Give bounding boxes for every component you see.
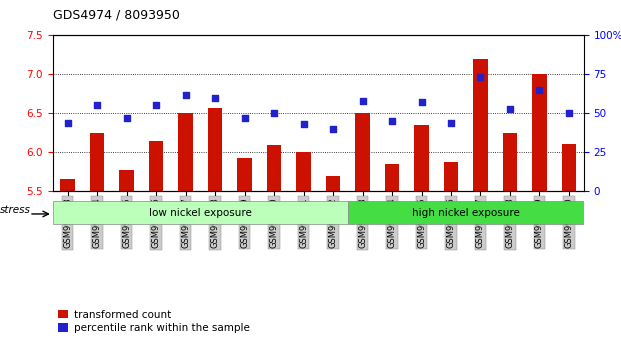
Bar: [296, 152, 311, 191]
Bar: [532, 74, 547, 191]
Point: [181, 92, 191, 97]
Point: [210, 95, 220, 101]
Bar: [325, 176, 340, 191]
Point: [476, 75, 486, 80]
Point: [505, 106, 515, 112]
Point: [417, 99, 427, 105]
Bar: [178, 113, 193, 191]
Point: [122, 115, 132, 121]
Bar: [502, 133, 517, 191]
Bar: [148, 141, 163, 191]
Bar: [207, 108, 222, 191]
Bar: [473, 59, 488, 191]
Point: [92, 103, 102, 108]
Point: [151, 103, 161, 108]
Text: low nickel exposure: low nickel exposure: [149, 208, 252, 218]
Point: [358, 98, 368, 104]
Bar: [119, 170, 134, 191]
Text: high nickel exposure: high nickel exposure: [412, 208, 520, 218]
Point: [269, 110, 279, 116]
Bar: [53, 201, 348, 224]
Bar: [89, 133, 104, 191]
Bar: [348, 201, 584, 224]
Point: [564, 110, 574, 116]
Text: stress: stress: [0, 205, 31, 215]
Point: [299, 121, 309, 127]
Bar: [384, 164, 399, 191]
Bar: [414, 125, 429, 191]
Bar: [355, 113, 370, 191]
Bar: [266, 145, 281, 191]
Legend: transformed count, percentile rank within the sample: transformed count, percentile rank withi…: [58, 310, 250, 333]
Bar: [60, 179, 75, 191]
Bar: [443, 161, 458, 191]
Point: [240, 115, 250, 121]
Point: [63, 120, 73, 125]
Bar: [561, 144, 576, 191]
Text: GDS4974 / 8093950: GDS4974 / 8093950: [53, 9, 179, 22]
Point: [328, 126, 338, 132]
Point: [446, 120, 456, 125]
Point: [387, 118, 397, 124]
Point: [535, 87, 545, 93]
Bar: [237, 159, 252, 191]
